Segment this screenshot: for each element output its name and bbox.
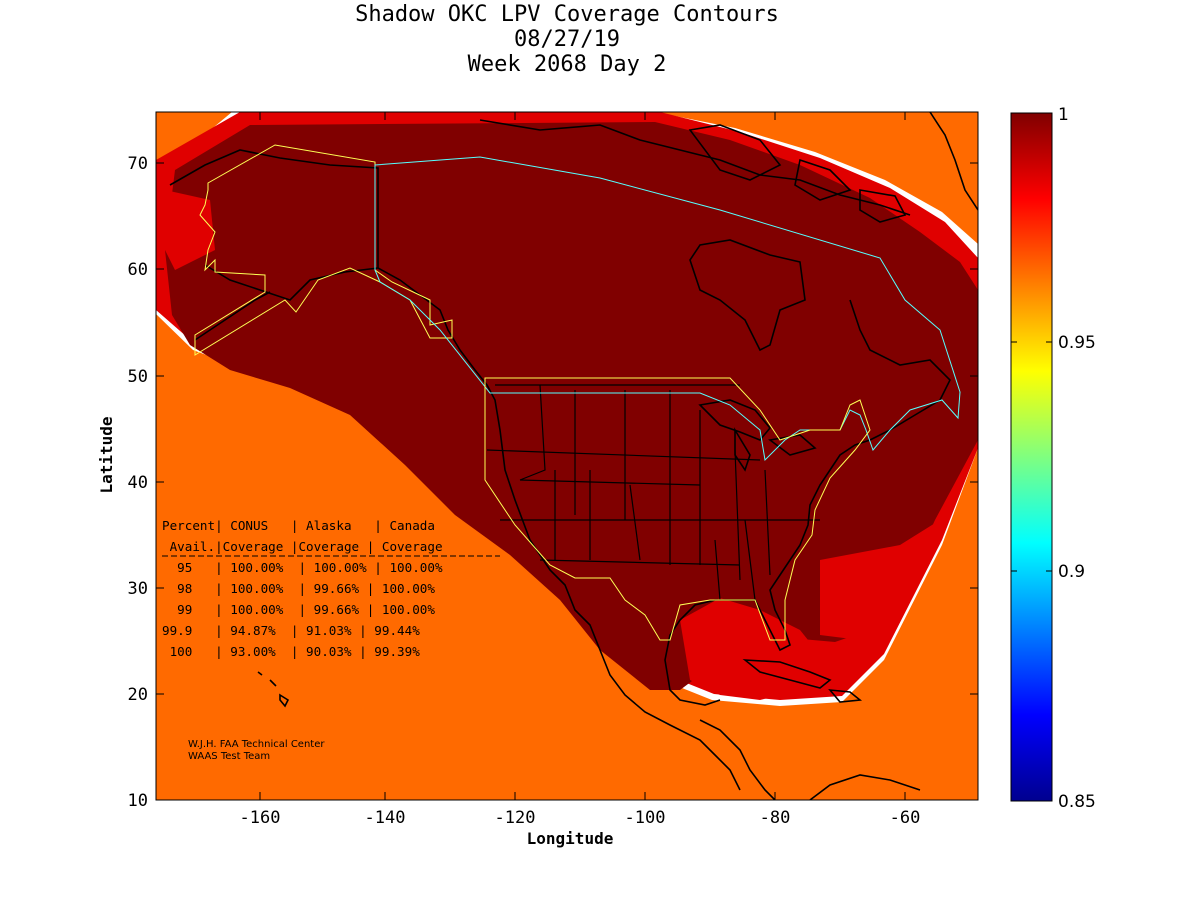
colorbar-tick-label: 0.95	[1058, 333, 1096, 353]
y-tick-label: 70	[128, 154, 148, 174]
x-tick-label: -100	[625, 808, 666, 828]
colorbar-ticks	[1011, 341, 1052, 572]
x-tick-label: -120	[495, 808, 536, 828]
table-row: 99 | 100.00% | 99.66% | 100.00%	[162, 602, 435, 617]
conus-region-outline	[484, 377, 871, 641]
y-tick-label: 30	[128, 579, 148, 599]
alaska-region-outline	[194, 144, 453, 356]
y-tick-label: 10	[128, 791, 148, 811]
y-tick-label: 50	[128, 367, 148, 387]
table-row: 100 | 93.00% | 90.03% | 99.39%	[162, 644, 420, 659]
credit-line-2: WAAS Test Team	[188, 751, 270, 762]
colorbar-tick-label: 0.85	[1058, 792, 1096, 812]
chart-date: 08/27/19	[514, 27, 620, 52]
coverage-table: Percent| CONUS | Alaska | Canada Avail.|…	[162, 518, 500, 659]
table-row: 98 | 100.00% | 99.66% | 100.00%	[162, 581, 435, 596]
contour-pocket-atlantic	[820, 520, 940, 640]
y-tick-label: 60	[128, 260, 148, 280]
table-header-2: Avail.|Coverage |Coverage | Coverage	[162, 539, 443, 554]
table-header-1: Percent| CONUS | Alaska | Canada	[162, 518, 435, 533]
contour-band-orange	[156, 112, 978, 800]
colorbar-tick-label: 0.9	[1058, 562, 1085, 582]
state-borders	[486, 384, 820, 601]
plot-frame	[155, 111, 979, 801]
contour-band-darkred	[165, 122, 978, 690]
x-tick-label: -140	[365, 808, 406, 828]
colorbar-tick-label: 1	[1058, 105, 1069, 125]
x-tick-label: -80	[760, 808, 791, 828]
colorbar	[1010, 112, 1053, 802]
x-tick-label: -160	[240, 808, 281, 828]
coverage-contours	[156, 112, 978, 800]
canada-region-outline	[374, 156, 961, 462]
x-tick-label: -60	[890, 808, 921, 828]
chart-week-day: Week 2068 Day 2	[467, 52, 667, 77]
tick-marks	[156, 112, 978, 800]
y-tick-label: 40	[128, 473, 148, 493]
credit-line-1: W.J.H. FAA Technical Center	[188, 739, 325, 750]
table-row: 99.9 | 94.87% | 91.03% | 99.44%	[162, 623, 420, 638]
y-axis-label: Latitude	[97, 416, 116, 493]
contour-pocket-west	[160, 190, 215, 270]
table-row: 95 | 100.00% | 100.00% | 100.00%	[162, 560, 443, 575]
coastlines	[169, 112, 978, 800]
chart-title: Shadow OKC LPV Coverage Contours	[355, 2, 779, 27]
x-axis-label: Longitude	[527, 829, 614, 848]
y-tick-label: 20	[128, 685, 148, 705]
